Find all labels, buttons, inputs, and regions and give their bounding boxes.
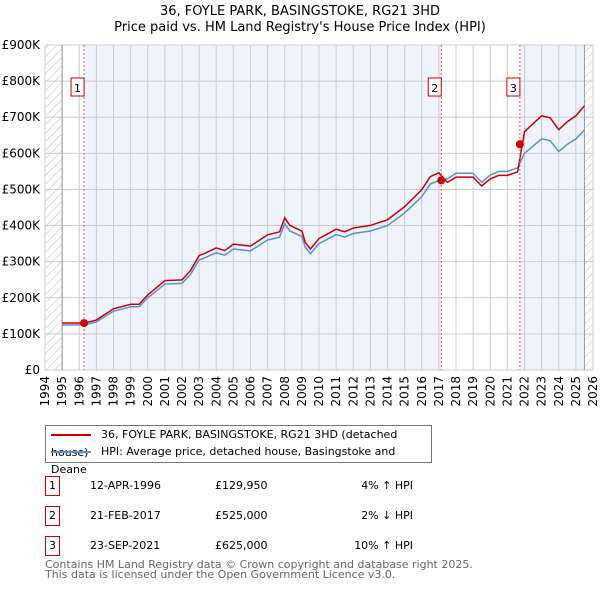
legend-item-hpi: HPI: Average price, detached house, Basi… — [51, 443, 431, 476]
x-tick-label: 1997 — [89, 376, 103, 407]
x-tick-label: 1995 — [55, 376, 69, 407]
x-tick-label: 2011 — [329, 376, 343, 407]
x-tick-label: 2015 — [398, 376, 412, 407]
sale-price: £525,000 — [215, 509, 268, 522]
sale-date: 23-SEP-2021 — [90, 539, 161, 552]
shaded-period — [519, 45, 585, 370]
x-tick-label: 1996 — [72, 376, 86, 407]
legend-item-property: 36, FOYLE PARK, BASINGSTOKE, RG21 3HD (d… — [51, 426, 431, 459]
x-tick-label: 2005 — [226, 376, 240, 407]
sale-price: £129,950 — [215, 479, 268, 492]
x-tick-label: 2012 — [346, 376, 360, 407]
footer-line: Contains HM Land Registry data © Crown c… — [45, 558, 473, 571]
x-tick-label: 2003 — [192, 376, 206, 407]
sale-marker: 1 — [45, 476, 60, 496]
x-tick-label: 2023 — [535, 376, 549, 407]
sale-label-box — [506, 77, 521, 97]
x-tick-label: 2000 — [141, 376, 155, 407]
x-tick-label: 2020 — [483, 376, 497, 407]
sale-marker: 3 — [45, 536, 60, 556]
sale-label-box — [427, 77, 442, 97]
sale-label: 1 — [74, 82, 81, 95]
x-tick-label: 2009 — [295, 376, 309, 407]
footer-line: This data is licensed under the Open Gov… — [45, 568, 396, 581]
y-tick-label: £900K — [2, 38, 42, 52]
y-tick-label: £700K — [2, 110, 42, 124]
x-tick-label: 1998 — [107, 376, 121, 407]
x-tick-label: 2004 — [209, 376, 223, 407]
sale-hpi: 10% ↑ HPI — [354, 539, 413, 552]
sale-date: 12-APR-1996 — [90, 479, 162, 492]
sale-point — [437, 176, 446, 185]
x-tick-label: 2017 — [432, 376, 446, 407]
x-tick-label: 2019 — [466, 376, 480, 407]
x-tick-label: 2025 — [569, 376, 583, 407]
x-tick-label: 2018 — [449, 376, 463, 407]
property-price-line — [62, 105, 586, 324]
sale-marker: 2 — [45, 506, 60, 526]
x-tick-label: 2002 — [175, 376, 189, 407]
y-tick-label: £0 — [25, 363, 40, 377]
chart-subtitle: Price paid vs. HM Land Registry's House … — [114, 20, 486, 35]
shaded-period — [84, 45, 442, 370]
x-tick-label: 2008 — [278, 376, 292, 407]
x-tick-label: 2022 — [518, 376, 532, 407]
sale-hpi: 4% ↑ HPI — [361, 479, 413, 492]
x-tick-label: 2024 — [552, 376, 566, 407]
y-tick-label: £800K — [2, 74, 42, 88]
sale-date: 21-FEB-2017 — [90, 509, 161, 522]
y-tick-label: £500K — [2, 182, 42, 196]
y-tick-label: £100K — [2, 327, 42, 341]
sale-label: 2 — [431, 82, 438, 95]
hatched-region — [584, 45, 593, 370]
sale-label: 3 — [510, 82, 517, 95]
sale-hpi: 2% ↓ HPI — [361, 509, 413, 522]
x-tick-label: 2010 — [312, 376, 326, 407]
sale-price: £625,000 — [215, 539, 268, 552]
y-tick-label: £600K — [2, 146, 42, 160]
x-tick-label: 2007 — [261, 376, 275, 407]
sale-row: 1 12-APR-1996 £129,950 4% ↑ HPI — [45, 476, 465, 496]
x-tick-label: 1999 — [124, 376, 138, 407]
sale-point — [80, 319, 89, 328]
y-tick-label: £400K — [2, 219, 42, 233]
hatched-region — [45, 45, 63, 370]
x-tick-label: 2006 — [244, 376, 258, 407]
sale-label-box — [70, 77, 85, 97]
x-tick-label: 2001 — [158, 376, 172, 407]
x-tick-label: 2026 — [586, 376, 600, 407]
y-tick-label: £300K — [2, 255, 42, 269]
x-tick-label: 2014 — [381, 376, 395, 407]
sale-point — [515, 140, 524, 149]
x-tick-label: 2021 — [500, 376, 514, 407]
price-chart: 1994 1995 1996 1997 1998 1999 2000 2001 2002 2003… — [2, 38, 600, 407]
chart-title: 36, FOYLE PARK, BASINGSTOKE, RG21 3HD — [159, 4, 441, 19]
x-tick-label: 1994 — [38, 376, 52, 407]
y-tick-label: £200K — [2, 291, 42, 305]
legend-label: HPI: Average price, detached house, Basi… — [51, 445, 396, 476]
x-tick-label: 2016 — [415, 376, 429, 407]
x-tick-label: 2013 — [363, 376, 377, 407]
sale-row: 3 23-SEP-2021 £625,000 10% ↑ HPI — [45, 536, 465, 556]
legend: 36, FOYLE PARK, BASINGSTOKE, RG21 3HD (d… — [45, 425, 432, 476]
footer: Contains HM Land Registry data © Crown c… — [45, 558, 473, 581]
sale-row: 2 21-FEB-2017 £525,000 2% ↓ HPI — [45, 506, 465, 526]
